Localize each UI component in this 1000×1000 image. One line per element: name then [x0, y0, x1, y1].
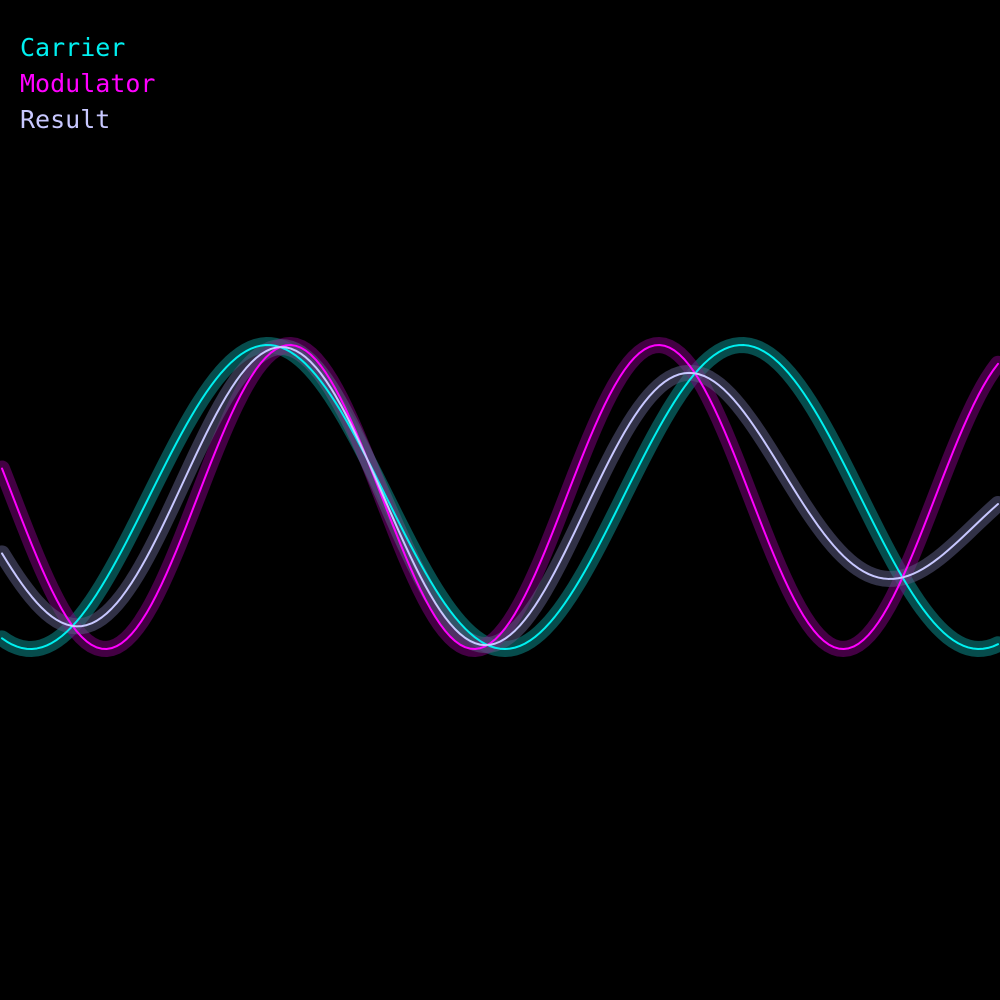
- series-line-carrier: [1, 344, 999, 650]
- line-layer: [1, 344, 999, 650]
- legend-item-result: Result: [20, 105, 111, 134]
- series-line-modulator: [1, 344, 999, 650]
- legend-item-carrier: Carrier: [20, 33, 126, 62]
- series-line-result: [1, 346, 999, 647]
- legend: Carrier Modulator Result: [20, 30, 155, 138]
- legend-item-modulator: Modulator: [20, 69, 156, 98]
